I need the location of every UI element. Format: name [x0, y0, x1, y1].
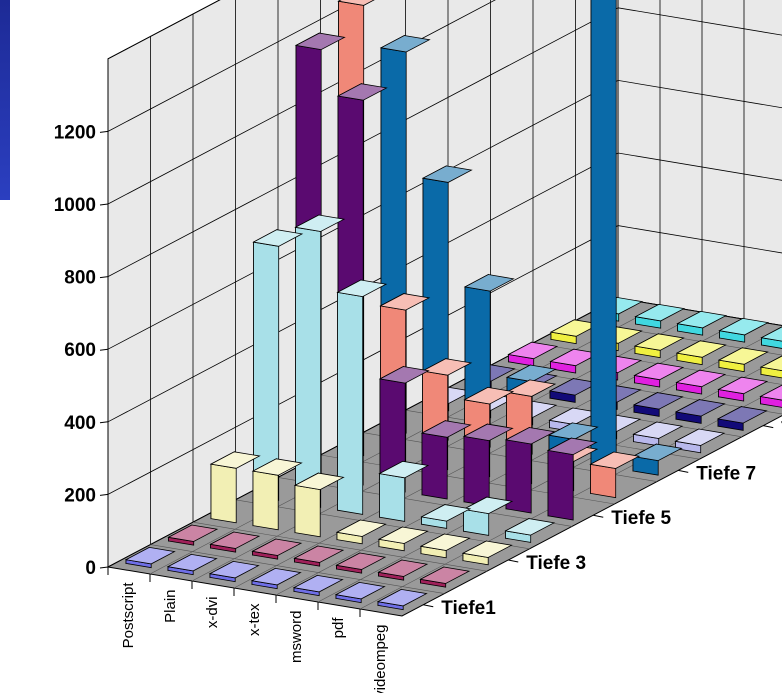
- bar-x-tex-tiefe12: [718, 317, 770, 343]
- category-label: Postscript: [120, 582, 137, 649]
- bar-x-tex-tiefe1: [250, 567, 302, 590]
- bar-videompeg-tiefe3: [461, 540, 513, 566]
- bar-plain-tiefe10: [549, 348, 601, 374]
- bar-videompeg-tiefe5: [546, 437, 598, 521]
- bar-postscript-tiefe2: [167, 524, 219, 546]
- bar-msword-tiefe5: [462, 423, 514, 507]
- bar-pdf-tiefe11: [759, 355, 782, 379]
- back-wall: [617, 0, 782, 327]
- floor-line: [192, 521, 488, 572]
- bar-plain-tiefe4: [294, 214, 346, 508]
- bar-msword-tiefe9: [632, 391, 684, 417]
- category-label: pdf: [330, 617, 347, 639]
- bar-x-tex-tiefe11: [675, 340, 727, 366]
- bar-x-tex-tiefe3: [335, 519, 387, 545]
- y-tick-mark: [99, 421, 109, 424]
- bar-plain-tiefe2: [209, 531, 261, 553]
- bar-plain-tiefe12: [634, 303, 686, 329]
- depth-label: Tiefe 7: [696, 463, 756, 484]
- bar-pdf-tiefe3: [419, 533, 471, 559]
- bar-x-dvi-tiefe1: [208, 560, 260, 583]
- y-tick-label: 1000: [54, 195, 96, 216]
- bar-pdf-tiefe9: [674, 398, 726, 424]
- depth-tick-mark: [763, 425, 774, 429]
- bar-plain-tiefe3: [251, 458, 303, 531]
- depth-tick-mark: [678, 469, 689, 473]
- bar-msword-tiefe1: [292, 574, 344, 597]
- category-label: x-dvi: [204, 597, 221, 629]
- bar-x-dvi-tiefe2: [251, 538, 303, 560]
- bar-msword-tiefe12: [760, 326, 782, 349]
- bar-videompeg-tiefe1: [376, 588, 428, 611]
- y-tick-label: 600: [64, 340, 96, 361]
- bar-x-tex-tiefe5: [420, 420, 472, 500]
- bar-msword-tiefe2: [335, 552, 387, 574]
- bar-msword-tiefe4: [420, 503, 472, 529]
- bar-pdf-tiefe2: [377, 559, 429, 581]
- bar-x-dvi-tiefe11: [633, 333, 685, 359]
- depth-label: Tiefe1: [441, 598, 496, 619]
- y-tick-mark: [99, 203, 109, 206]
- bar-x-tex-tiefe4: [378, 460, 430, 522]
- depth-label: Tiefe 3: [526, 553, 586, 574]
- depth-tick-mark: [508, 559, 519, 563]
- y-tick-label: 1200: [54, 122, 96, 143]
- bar-pdf-tiefe1: [334, 581, 386, 604]
- y-tick-label: 400: [64, 413, 96, 434]
- bar-x-tex-tiefe2: [293, 545, 345, 567]
- bar-videompeg-tiefe4: [504, 517, 556, 543]
- category-label: msword: [288, 611, 305, 664]
- bar-postscript-tiefe4: [252, 229, 304, 501]
- depth-tick-mark: [423, 604, 434, 608]
- bar-videompeg-tiefe6: [589, 451, 641, 499]
- bar-pdf-tiefe7: [590, 0, 617, 469]
- bar-videompeg-tiefe2: [419, 566, 471, 588]
- y-tick-mark: [99, 276, 109, 279]
- y-tick-mark: [99, 130, 109, 133]
- bar-x-tex-tiefe10: [633, 362, 685, 388]
- bar-plain-tiefe1: [166, 553, 218, 576]
- bar-videompeg-tiefe7: [631, 443, 683, 476]
- bar-x-dvi-tiefe9: [548, 377, 600, 403]
- y-tick-mark: [99, 566, 109, 569]
- floor-line: [150, 544, 445, 594]
- bar-postscript-tiefe10: [507, 341, 559, 367]
- bar-pdf-tiefe8: [632, 421, 684, 447]
- bar-x-dvi-tiefe4: [336, 279, 388, 515]
- bar-pdf-tiefe4: [462, 496, 514, 536]
- category-label: videompeg: [372, 625, 389, 693]
- y-tick-label: 0: [85, 558, 96, 579]
- bar-x-dvi-tiefe3: [293, 472, 345, 538]
- bar-postscript-tiefe1: [124, 546, 176, 569]
- bar-msword-tiefe11: [717, 347, 769, 373]
- bar-postscript-tiefe3: [209, 451, 261, 524]
- category-label: x-tex: [246, 603, 263, 636]
- y-tick-label: 800: [64, 268, 96, 289]
- depth-tick-mark: [593, 514, 604, 518]
- depth-label: Tiefe 5: [611, 508, 671, 529]
- category-label: Plain: [162, 590, 179, 623]
- bar-pdf-tiefe10: [717, 376, 769, 402]
- y-tick-mark: [99, 348, 109, 351]
- y-tick-label: 200: [64, 485, 96, 506]
- bar-msword-tiefe10: [675, 369, 727, 395]
- bar-msword-tiefe3: [377, 526, 429, 552]
- bar-videompeg-tiefe9: [716, 405, 768, 431]
- slide-edge-decoration: [0, 0, 10, 200]
- bar-videompeg-tiefe8: [674, 428, 726, 454]
- bar-x-dvi-tiefe12: [676, 310, 728, 336]
- bar-videompeg-tiefe10: [759, 384, 782, 408]
- bar-pdf-tiefe5: [504, 426, 556, 514]
- y-tick-mark: [99, 493, 109, 496]
- bar-postscript-tiefe11: [549, 319, 601, 345]
